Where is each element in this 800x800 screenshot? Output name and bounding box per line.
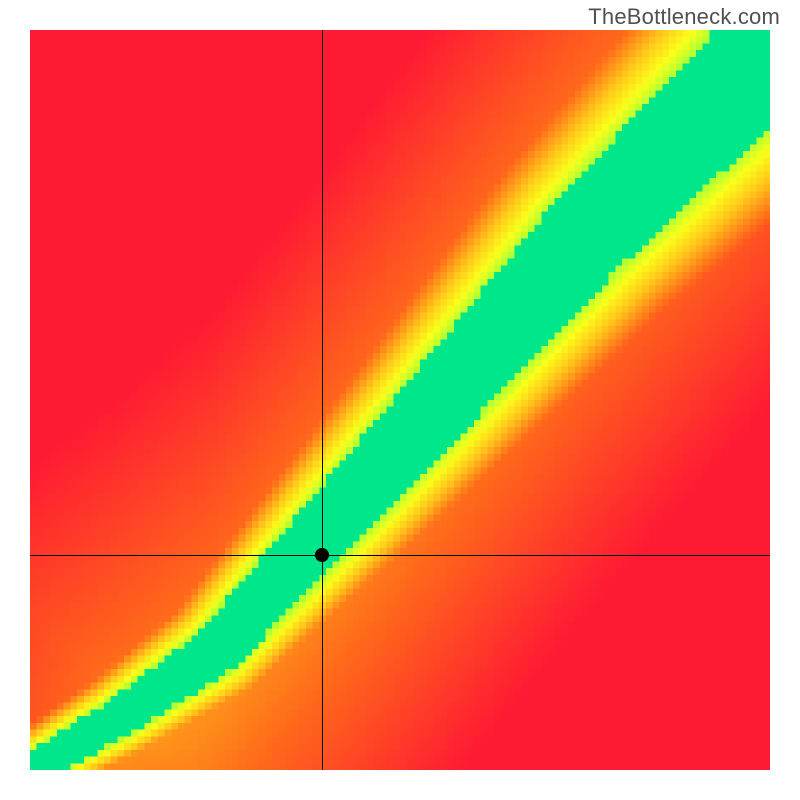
bottleneck-heatmap [30, 30, 770, 770]
figure-container: TheBottleneck.com [0, 0, 800, 800]
watermark-text: TheBottleneck.com [588, 4, 780, 30]
plot-area [30, 30, 770, 770]
